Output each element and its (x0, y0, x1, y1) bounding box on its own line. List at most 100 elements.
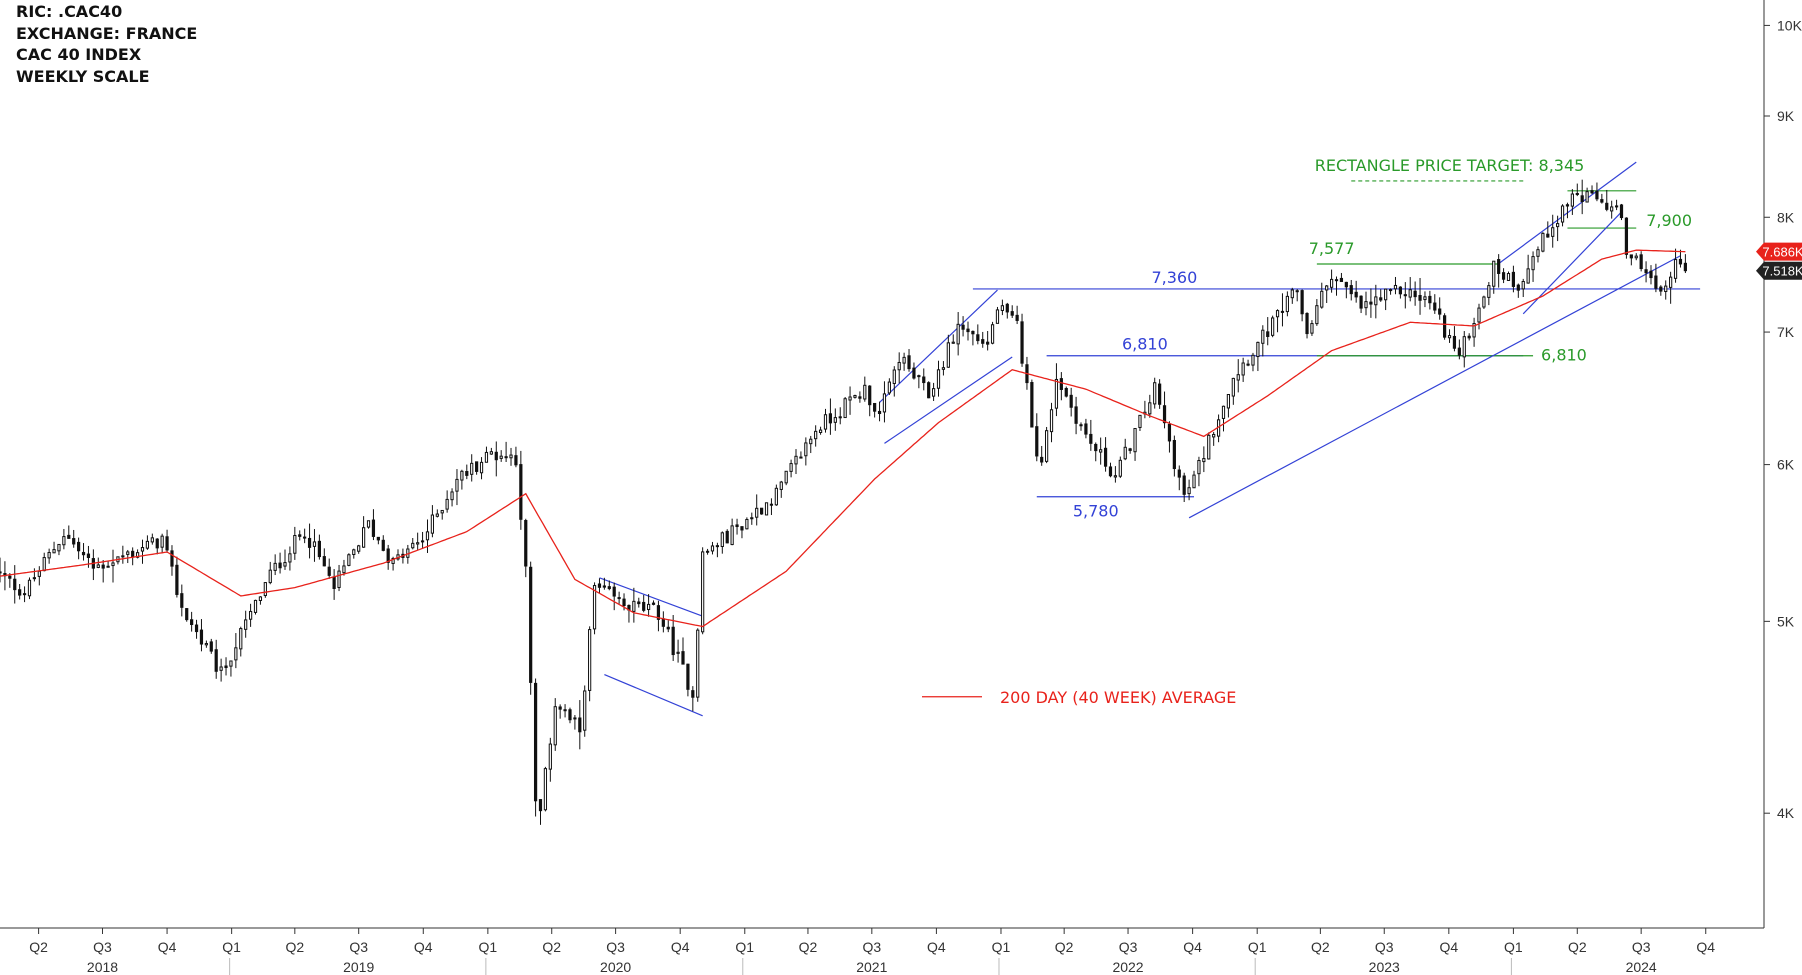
candle-body (278, 562, 282, 569)
x-tick-label: Q1 (735, 939, 754, 955)
moving-average-line (0, 249, 1686, 628)
candle-body (111, 562, 115, 567)
candle-body (13, 578, 17, 591)
candle-body (696, 629, 700, 698)
candle-body (1452, 335, 1457, 349)
candle-body (882, 393, 887, 413)
legend-label: 200 DAY (40 WEEK) AVERAGE (1000, 688, 1236, 707)
candle-body (1236, 374, 1240, 381)
candle-body (1629, 254, 1633, 259)
candle-body (1359, 295, 1363, 309)
candle-body (224, 665, 228, 669)
candle-body (897, 361, 901, 371)
candle-body (450, 491, 454, 501)
candle-body (347, 554, 351, 566)
candle-body (155, 538, 159, 549)
candle-body (1241, 362, 1245, 376)
candle-body (730, 525, 734, 546)
candle-body (416, 542, 420, 545)
candle-body (602, 585, 606, 588)
candle-body (1320, 290, 1324, 308)
last-average-tag: 7.686K (1762, 245, 1802, 260)
candle-body (1300, 290, 1304, 315)
candle-body (126, 551, 130, 555)
candle-body (701, 551, 705, 633)
candle-body (411, 542, 415, 549)
level-label: 5,780 (1073, 502, 1119, 521)
candle-body (588, 629, 592, 691)
candle-body (1506, 273, 1511, 281)
candle-body (288, 553, 292, 563)
candle-body (1570, 193, 1574, 207)
candle-body (1212, 433, 1216, 438)
candle-body (646, 603, 651, 611)
candle-body (1457, 347, 1461, 356)
x-tick-label: Q4 (414, 939, 433, 955)
x-tick-label: Q3 (862, 939, 881, 955)
candle-body (828, 413, 833, 424)
candle-body (180, 593, 184, 608)
candle-body (244, 619, 248, 630)
candle-body (809, 438, 813, 445)
candle-body (234, 647, 238, 661)
candle-body (1094, 443, 1098, 452)
candle-body (77, 541, 81, 552)
candle-body (823, 414, 828, 430)
candle-body (1079, 424, 1083, 427)
candle-body (258, 596, 263, 601)
candle-body (990, 324, 995, 344)
candle-body (332, 576, 336, 589)
candle-body (465, 471, 469, 476)
candle-body (966, 328, 970, 333)
candle-body (1158, 383, 1162, 405)
candle-body (199, 629, 204, 645)
candle-body (1133, 428, 1137, 453)
x-tick-label: Q4 (1696, 939, 1715, 955)
candle-body (981, 339, 985, 344)
candle-body (553, 706, 557, 746)
x-tick-label: Q3 (349, 939, 368, 955)
candle-body (1575, 193, 1579, 196)
candle-body (971, 330, 975, 335)
candle-body (686, 663, 690, 690)
candle-body (1659, 286, 1663, 292)
labels-layer: 7,360 6,810 5,780 7,577 6,810 7,900 RECTANGLE … (922, 156, 1802, 707)
candle-body (381, 539, 385, 551)
trend-line (1188, 255, 1681, 519)
candle-body (533, 682, 538, 802)
trend-line (879, 289, 998, 403)
candle-body (1261, 329, 1265, 344)
candle-body (607, 586, 611, 590)
candle-body (784, 470, 788, 484)
y-tick-label: 7K (1777, 324, 1795, 340)
candle-body (435, 513, 439, 517)
candle-body (1054, 378, 1059, 409)
candle-body (499, 455, 503, 459)
candle-body (1113, 475, 1118, 478)
candle-body (1192, 474, 1196, 489)
candle-body (1251, 354, 1255, 366)
candle-body (902, 356, 906, 364)
x-tick-label: Q3 (606, 939, 625, 955)
candle-body (96, 564, 100, 568)
candle-body (538, 799, 543, 812)
last-average-tag-box (1756, 242, 1802, 261)
candle-body (1148, 402, 1152, 415)
candle-body (529, 566, 533, 683)
candle-body (873, 402, 877, 412)
candle-body (121, 555, 125, 558)
candle-body (42, 557, 46, 572)
candle-body (185, 608, 189, 621)
x-tick-label: Q1 (222, 939, 241, 955)
index-label: CAC 40 INDEX (16, 45, 142, 64)
candle-body (445, 498, 449, 510)
candle-body (1472, 323, 1476, 338)
candle-body (558, 706, 562, 710)
candle-body (1403, 294, 1407, 297)
year-label: 2022 (1112, 959, 1143, 975)
candle-body (1467, 335, 1471, 339)
candle-body (1275, 310, 1280, 318)
candle-body (676, 651, 680, 654)
candle-body (1585, 191, 1589, 203)
